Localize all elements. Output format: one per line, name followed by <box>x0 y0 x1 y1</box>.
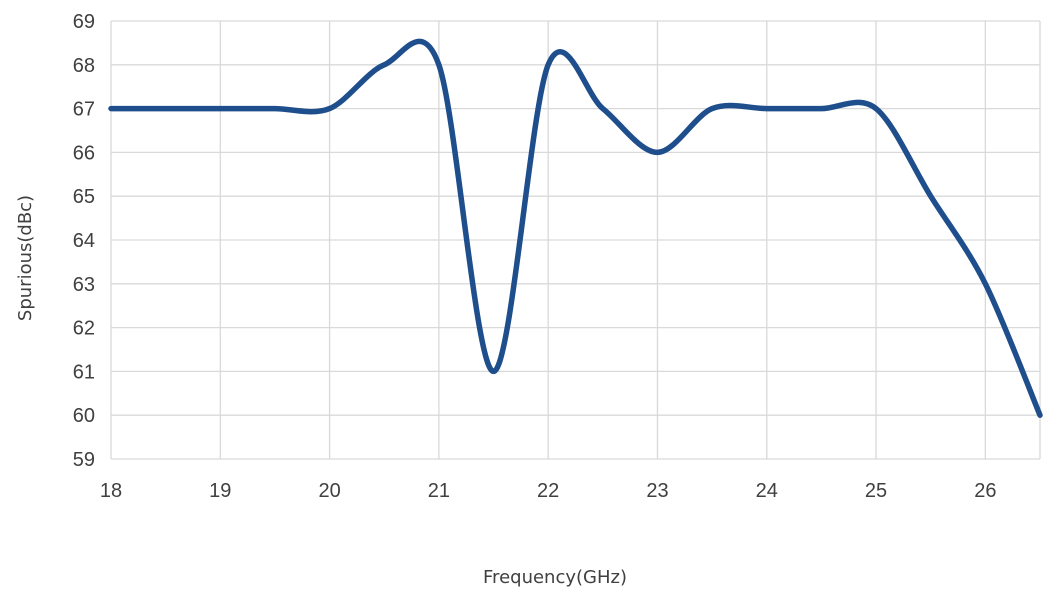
y-axis-title: Spurious(dBc) <box>15 195 36 321</box>
x-tick-label: 21 <box>428 480 450 502</box>
grid <box>111 21 1040 459</box>
x-tick-label: 22 <box>537 480 559 502</box>
x-tick-label: 18 <box>100 480 122 502</box>
y-tick-label: 64 <box>73 230 95 252</box>
x-tick-label: 25 <box>865 480 887 502</box>
y-tick-label: 59 <box>73 449 95 471</box>
y-tick-label: 69 <box>73 11 95 33</box>
x-axis: 18 19 20 21 22 23 24 25 26 <box>100 480 997 502</box>
y-tick-label: 68 <box>73 55 95 77</box>
y-tick-label: 62 <box>73 318 95 340</box>
y-tick-label: 65 <box>73 186 95 208</box>
x-tick-label: 19 <box>209 480 231 502</box>
y-tick-label: 60 <box>73 405 95 427</box>
y-tick-label: 63 <box>73 274 95 296</box>
x-axis-title: Frequency(GHz) <box>483 567 627 588</box>
y-tick-label: 67 <box>73 99 95 121</box>
y-tick-label: 61 <box>73 361 95 383</box>
x-tick-label: 24 <box>756 480 778 502</box>
x-tick-label: 26 <box>974 480 996 502</box>
x-tick-label: 20 <box>318 480 340 502</box>
series-layer <box>111 41 1040 415</box>
x-tick-label: 23 <box>646 480 668 502</box>
y-axis: 59 60 61 62 63 64 65 66 67 68 69 <box>73 11 95 471</box>
y-tick-label: 66 <box>73 142 95 164</box>
series-line <box>111 41 1040 415</box>
